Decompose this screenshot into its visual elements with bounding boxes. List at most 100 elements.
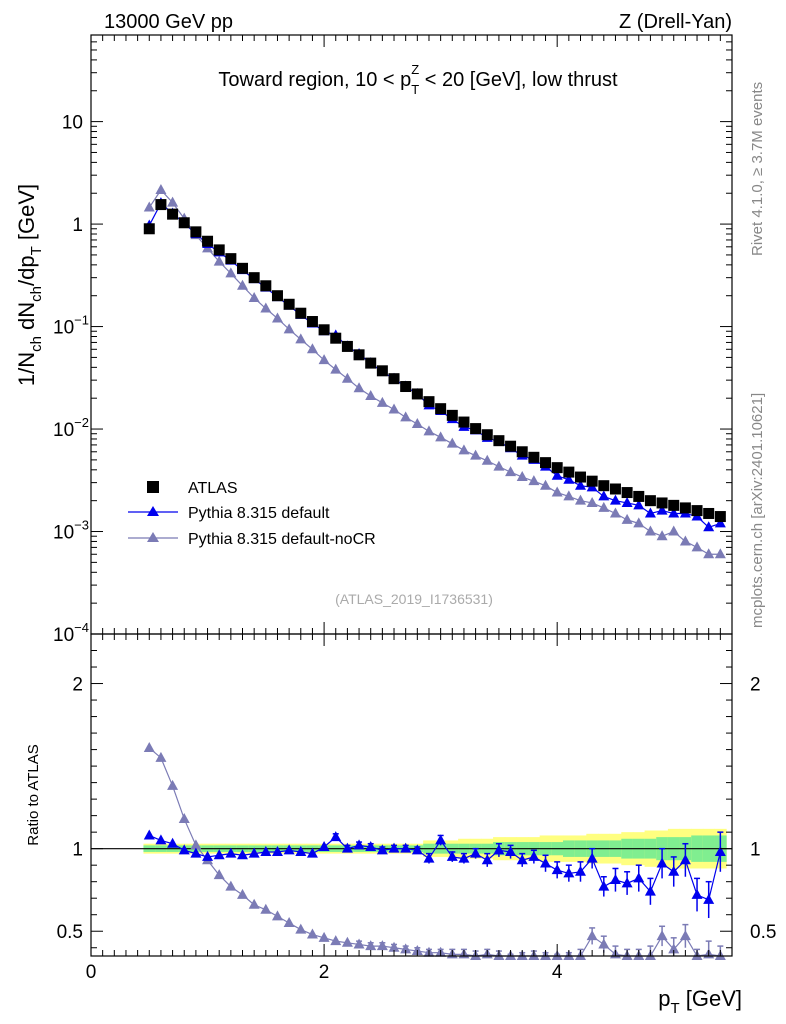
ratio-series-point-0 <box>225 847 237 858</box>
ratio-series-point-1 <box>143 741 155 752</box>
ratio-series-point-1 <box>388 941 400 952</box>
atlas-data-point <box>330 332 342 344</box>
main-series-point-2 <box>353 382 365 393</box>
ratio-series-point-1 <box>400 943 412 954</box>
ratio-series-point-1 <box>330 935 342 946</box>
main-y-tick-label: 10−2 <box>53 415 89 441</box>
main-title: Toward region, 10 < pZ T < 20 [GeV], low … <box>218 62 618 97</box>
atlas-data-point <box>341 340 353 352</box>
ratio-series-point-1 <box>178 812 190 823</box>
ratio-series-point-0 <box>190 847 202 858</box>
main-series-point-2 <box>306 343 318 354</box>
main-series-point-1 <box>656 504 668 515</box>
atlas-data-point <box>703 507 715 519</box>
atlas-data-point <box>551 462 563 474</box>
ratio-series-point-1 <box>237 888 249 899</box>
main-series-point-1 <box>714 517 726 528</box>
atlas-data-point <box>388 373 400 385</box>
ratio-series-point-0 <box>621 877 633 888</box>
ratio-series-point-0 <box>516 854 528 865</box>
ratio-series-point-0 <box>400 842 412 853</box>
ratio-series-point-0 <box>644 885 656 896</box>
atlas-data-point <box>143 223 155 235</box>
main-series-point-2 <box>271 312 283 323</box>
ratio-series-point-0 <box>178 844 190 855</box>
main-series-point-2 <box>225 267 237 278</box>
ratio-series-point-0 <box>143 829 155 840</box>
atlas-data-point <box>167 208 179 220</box>
atlas-data-point <box>668 499 680 511</box>
header-right: Z (Drell-Yan) <box>619 11 732 33</box>
legend: ATLAS Pythia 8.315 default Pythia 8.315 … <box>128 480 376 548</box>
main-y-tick-label: 10−3 <box>53 518 89 544</box>
atlas-data-point <box>306 316 318 328</box>
ratio-series-point-0 <box>586 852 598 863</box>
ratio-series-point-0 <box>295 845 307 856</box>
atlas-data-point <box>586 475 598 487</box>
ratio-series-point-0 <box>248 847 260 858</box>
atlas-data-point <box>237 262 249 274</box>
atlas-data-point <box>470 423 482 435</box>
ratio-series-point-1 <box>353 938 365 949</box>
atlas-data-point <box>271 290 283 302</box>
atlas-data-point <box>656 497 668 509</box>
main-series-point-2 <box>155 184 167 195</box>
ratio-series-point-0 <box>435 834 447 845</box>
atlas-data-point <box>411 388 423 400</box>
ratio-series-point-1 <box>271 910 283 921</box>
main-series-point-1 <box>621 496 633 507</box>
ratio-series-point-0 <box>574 865 586 876</box>
ratio-panel-frame <box>90 633 733 957</box>
analysis-id: (ATLAS_2019_I1736531) <box>335 591 493 607</box>
ratio-series-point-0 <box>446 850 458 861</box>
ratio-series-point-0 <box>260 845 272 856</box>
ratio-series-point-1 <box>668 943 680 954</box>
main-series-point-2 <box>330 363 342 374</box>
ratio-series-point-0 <box>691 888 703 899</box>
ratio-series-point-0 <box>318 841 330 852</box>
atlas-data-point <box>376 365 388 377</box>
atlas-data-point <box>202 235 214 247</box>
ratio-series-point-0 <box>703 893 715 904</box>
atlas-data-point <box>493 435 505 447</box>
main-series-point-2 <box>376 396 388 407</box>
main-series-point-1 <box>703 521 715 532</box>
main-series-point-2 <box>411 417 423 428</box>
ratio-series-point-0 <box>423 852 435 863</box>
main-series-point-2 <box>714 548 726 559</box>
atlas-data-point <box>318 324 330 336</box>
main-series-point-2 <box>435 431 447 442</box>
main-series-point-1 <box>633 499 645 510</box>
atlas-data-point <box>446 409 458 421</box>
ratio-series-point-0 <box>668 865 680 876</box>
ratio-series-point-0 <box>633 872 645 883</box>
main-series-point-2 <box>167 196 179 207</box>
legend-label-default: Pythia 8.315 default <box>188 505 330 522</box>
ratio-series-point-0 <box>167 837 179 848</box>
main-series-point-2 <box>493 460 505 471</box>
legend-marker-atlas <box>147 481 159 493</box>
ratio-series-point-1 <box>598 938 610 949</box>
main-series-point-2 <box>528 475 540 486</box>
main-y-tick-label: 1 <box>72 215 83 236</box>
ratio-series-point-0 <box>155 834 167 845</box>
x-tick-label: 2 <box>319 962 330 983</box>
atlas-data-point <box>435 403 447 415</box>
atlas-data-point <box>365 357 377 369</box>
main-series-point-2 <box>563 490 575 501</box>
ratio-series-point-0 <box>283 844 295 855</box>
main-series-point-1 <box>598 490 610 501</box>
main-y-tick-label: 10−4 <box>53 620 89 646</box>
atlas-data-point <box>574 471 586 483</box>
ratio-y-tick-label-right: 2 <box>750 675 761 696</box>
ratio-series-point-0 <box>540 857 552 868</box>
ratio-series-point-1 <box>190 839 202 850</box>
ratio-series-point-1 <box>679 930 691 941</box>
ratio-series-point-0 <box>714 845 726 856</box>
main-series-point-1 <box>574 479 586 490</box>
main-series-point-1 <box>644 507 656 518</box>
main-series-point-2 <box>574 494 586 505</box>
atlas-data-point <box>563 466 575 478</box>
atlas-data-point <box>225 253 237 265</box>
